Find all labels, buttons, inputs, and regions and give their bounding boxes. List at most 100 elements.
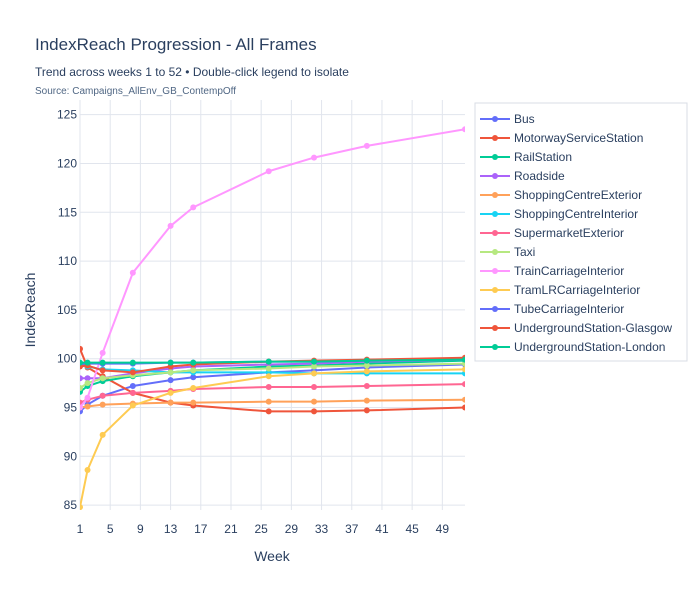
data-point bbox=[311, 358, 318, 365]
legend-label: UndergroundStation-Glasgow bbox=[514, 321, 672, 335]
data-point bbox=[129, 389, 136, 396]
data-point bbox=[80, 504, 83, 510]
data-point bbox=[80, 384, 83, 391]
data-point bbox=[99, 367, 106, 374]
data-point bbox=[99, 375, 106, 382]
legend-item[interactable]: ShoppingCentreInterior bbox=[480, 207, 638, 221]
data-point bbox=[80, 345, 83, 352]
x-tick-label: 17 bbox=[194, 522, 208, 536]
legend-item[interactable]: UndergroundStation-London bbox=[480, 340, 665, 354]
data-point bbox=[167, 377, 174, 384]
series-line bbox=[80, 128, 465, 409]
data-point bbox=[265, 365, 272, 372]
x-tick-label: 49 bbox=[436, 522, 450, 536]
legend-item[interactable]: SupermarketExterior bbox=[480, 226, 624, 240]
y-tick-label: 100 bbox=[57, 352, 77, 366]
y-tick-label: 95 bbox=[64, 401, 78, 415]
data-point bbox=[363, 397, 370, 404]
y-axis-title: IndexReach bbox=[22, 273, 38, 348]
legend: Bus MotorwayServiceStation RailStation Road… bbox=[474, 102, 688, 362]
series-line bbox=[80, 398, 465, 409]
chart-title: IndexReach Progression - All Frames bbox=[35, 35, 317, 54]
legend-label: TubeCarriageInterior bbox=[514, 302, 624, 316]
data-point bbox=[363, 407, 370, 414]
data-point bbox=[99, 401, 106, 408]
series-line bbox=[80, 348, 465, 413]
series-layer bbox=[80, 126, 465, 510]
data-point bbox=[363, 383, 370, 390]
legend-label: MotorwayServiceStation bbox=[514, 131, 643, 145]
data-point bbox=[311, 384, 318, 390]
data-point bbox=[80, 359, 83, 366]
data-point bbox=[129, 402, 136, 409]
data-point bbox=[167, 359, 174, 366]
data-point bbox=[462, 381, 465, 388]
data-point bbox=[311, 363, 318, 370]
legend-item[interactable]: MotorwayServiceStation bbox=[480, 131, 643, 145]
data-point bbox=[462, 366, 465, 373]
legend-label: TrainCarriageInterior bbox=[514, 264, 624, 278]
legend-label: ShoppingCentreExterior bbox=[514, 188, 642, 202]
legend-marker bbox=[492, 325, 498, 331]
legend-item[interactable]: Taxi bbox=[480, 245, 535, 259]
series-TrainCarriageInterior bbox=[80, 126, 465, 411]
x-tick-label: 13 bbox=[164, 522, 178, 536]
data-point bbox=[84, 380, 91, 387]
data-point bbox=[84, 394, 91, 401]
data-point bbox=[462, 396, 465, 403]
series-line bbox=[80, 358, 465, 364]
data-point bbox=[265, 373, 272, 380]
legend-label: Bus bbox=[514, 112, 535, 126]
legend-item[interactable]: Roadside bbox=[480, 169, 565, 183]
data-point bbox=[363, 357, 370, 364]
data-point bbox=[84, 403, 91, 410]
legend-label: Roadside bbox=[514, 169, 565, 183]
legend-item[interactable]: RailStation bbox=[480, 150, 572, 164]
data-point bbox=[99, 359, 106, 366]
data-point bbox=[99, 349, 106, 356]
data-point bbox=[265, 398, 272, 405]
x-tick-label: 37 bbox=[345, 522, 359, 536]
data-point bbox=[190, 384, 197, 391]
data-point bbox=[129, 369, 136, 376]
data-point bbox=[311, 408, 318, 415]
data-point bbox=[363, 368, 370, 375]
data-point bbox=[265, 168, 272, 175]
legend-item[interactable]: TrainCarriageInterior bbox=[480, 264, 624, 278]
data-point bbox=[167, 222, 174, 229]
y-tick-label: 110 bbox=[58, 254, 77, 268]
y-tick-label: 85 bbox=[64, 498, 78, 512]
legend-item[interactable]: ShoppingCentreExterior bbox=[480, 188, 642, 202]
data-point bbox=[84, 359, 91, 366]
y-tick-label: 90 bbox=[64, 449, 78, 463]
legend-marker bbox=[492, 116, 498, 122]
data-point bbox=[99, 392, 106, 399]
x-tick-label: 45 bbox=[405, 522, 419, 536]
x-tick-label: 5 bbox=[107, 522, 114, 536]
x-tick-label: 29 bbox=[285, 522, 299, 536]
legend-box bbox=[474, 102, 688, 362]
legend-item[interactable]: UndergroundStation-Glasgow bbox=[480, 321, 672, 335]
legend-marker bbox=[492, 306, 498, 312]
data-point bbox=[129, 359, 136, 366]
data-point bbox=[190, 359, 197, 366]
legend-item[interactable]: TramLRCarriageInterior bbox=[480, 283, 640, 297]
x-tick-label: 25 bbox=[254, 522, 268, 536]
legend-marker bbox=[492, 230, 498, 236]
data-point bbox=[167, 369, 174, 376]
data-point bbox=[363, 142, 370, 149]
legend-marker bbox=[492, 344, 498, 350]
x-axis-ticks: 1 5 9 13 17 21 25 29 33 37 41 45 49 bbox=[77, 522, 450, 536]
chart-source: Source: Campaigns_AllEnv_GB_ContempOff bbox=[35, 86, 236, 97]
legend-item[interactable]: Bus bbox=[480, 112, 535, 126]
x-tick-label: 9 bbox=[137, 522, 144, 536]
data-point bbox=[80, 375, 83, 382]
legend-item[interactable]: TubeCarriageInterior bbox=[480, 302, 624, 316]
data-point bbox=[190, 204, 197, 211]
data-point bbox=[265, 358, 272, 365]
legend-marker bbox=[492, 173, 498, 179]
y-axis-ticks: 85 90 95 100 105 110 115 120 125 bbox=[57, 108, 77, 512]
data-point bbox=[265, 408, 272, 415]
legend-marker bbox=[492, 287, 498, 293]
x-tick-label: 1 bbox=[77, 522, 84, 536]
